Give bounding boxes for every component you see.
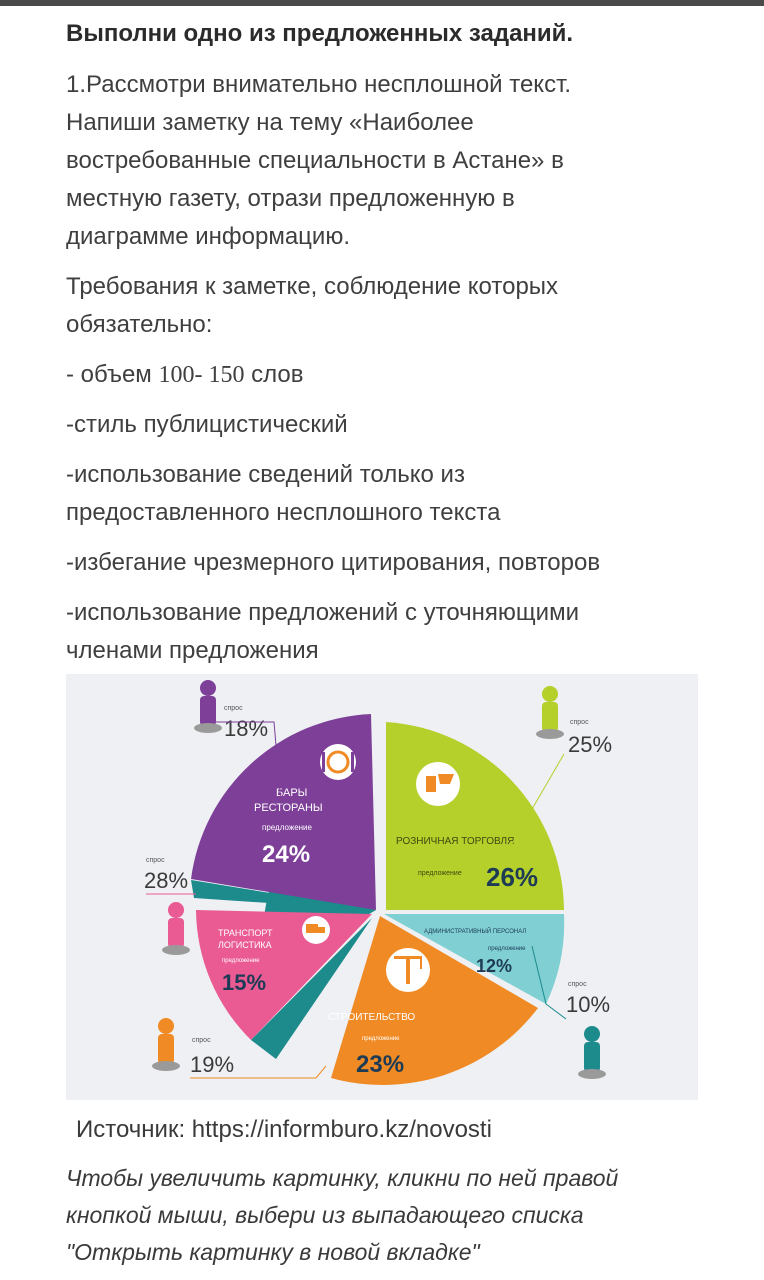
retail-label: РОЗНИЧНАЯ ТОРГОВЛЯ — [396, 836, 514, 847]
person-icon-admin — [578, 1026, 606, 1079]
hint-text: Чтобы увеличить картинку, кликни по ней … — [66, 1165, 619, 1265]
pie-chart: БАРЫ РЕСТОРАНЫ предложение 24% РОЗНИЧНАЯ… — [144, 680, 612, 1085]
transport-offer-value: 15% — [222, 970, 266, 995]
construction-demand-value: 19% — [190, 1052, 234, 1077]
pie-ring-edge-2 — [251, 918, 372, 1059]
construction-label: СТРОИТЕЛЬСТВО — [328, 1012, 415, 1023]
transport-label-2: ЛОГИСТИКА — [218, 940, 272, 950]
admin-offer-value: 12% — [476, 956, 512, 976]
pie-slice-construction — [331, 916, 538, 1085]
bars-demand-caption: спрос — [224, 705, 243, 712]
person-icon-retail — [536, 686, 564, 739]
construction-demand-caption: спрос — [192, 1037, 211, 1044]
bars-offer-value: 24% — [262, 841, 310, 868]
person-icon-bars — [194, 680, 222, 733]
requirement-volume: - объем 100- 150 слов — [66, 361, 304, 388]
requirement-clarifying: -использование предложений с уточняющими… — [66, 599, 579, 664]
admin-offer-caption: предложение — [488, 946, 526, 952]
construction-offer-value: 23% — [356, 1051, 404, 1078]
requirements-list: - объем 100- 150 слов -стиль публицистич… — [66, 356, 706, 670]
cart-icon — [416, 762, 460, 806]
retail-connector — [505, 753, 565, 855]
plate-icon — [320, 744, 356, 780]
admin-demand-caption: спрос — [568, 981, 587, 988]
bars-demand-value: 18% — [224, 716, 268, 741]
bars-label-1: БАРЫ — [276, 787, 307, 799]
source-caption: Источник: https://informburo.kz/novosti — [76, 1116, 492, 1143]
construction-connector — [190, 1065, 327, 1079]
pie-slice-transport — [196, 910, 372, 1040]
pie-ring-edge — [191, 880, 374, 910]
requirement-sources: -использование сведений только из предос… — [66, 461, 501, 526]
transport-demand-value: 28% — [144, 868, 188, 893]
pie-slice-admin — [384, 914, 565, 1004]
task-description: 1.Рассмотри внимательно несплошной текст… — [66, 71, 572, 250]
person-icon-construction — [152, 1018, 180, 1071]
retail-demand-caption: спрос — [570, 719, 589, 726]
admin-demand-value: 10% — [566, 992, 610, 1017]
requirements-intro: Требования к заметке, соблюдение которых… — [66, 273, 559, 338]
task-text: Выполни одно из предложенных заданий. 1.… — [66, 14, 706, 670]
transport-offer-caption: предложение — [222, 958, 260, 964]
construction-offer-caption: предложение — [362, 1036, 400, 1042]
admin-connector — [531, 945, 567, 1020]
transport-demand-caption: спрос — [146, 857, 165, 864]
retail-demand-value: 25% — [568, 732, 612, 757]
top-bar — [0, 0, 764, 6]
task-heading: Выполни одно из предложенных заданий. — [66, 20, 574, 47]
bars-connector — [216, 721, 282, 805]
retail-offer-caption: предложение — [418, 870, 462, 877]
transport-label-1: ТРАНСПОРТ — [218, 928, 273, 938]
bars-label-2: РЕСТОРАНЫ — [254, 802, 323, 814]
requirement-avoid-quotes: -избегание чрезмерного цитирования, повт… — [66, 549, 601, 576]
bars-offer-caption: предложение — [262, 823, 313, 832]
retail-offer-value: 26% — [486, 862, 538, 892]
truck-icon — [302, 916, 330, 944]
admin-label: АДМИНИСТРАТИВНЫЙ ПЕРСОНАЛ — [424, 927, 526, 935]
infographic-image[interactable]: БАРЫ РЕСТОРАНЫ предложение 24% РОЗНИЧНАЯ… — [66, 674, 698, 1100]
crane-icon — [386, 948, 430, 992]
person-icon-transport — [162, 902, 190, 955]
requirement-style: -стиль публицистический — [66, 411, 348, 438]
